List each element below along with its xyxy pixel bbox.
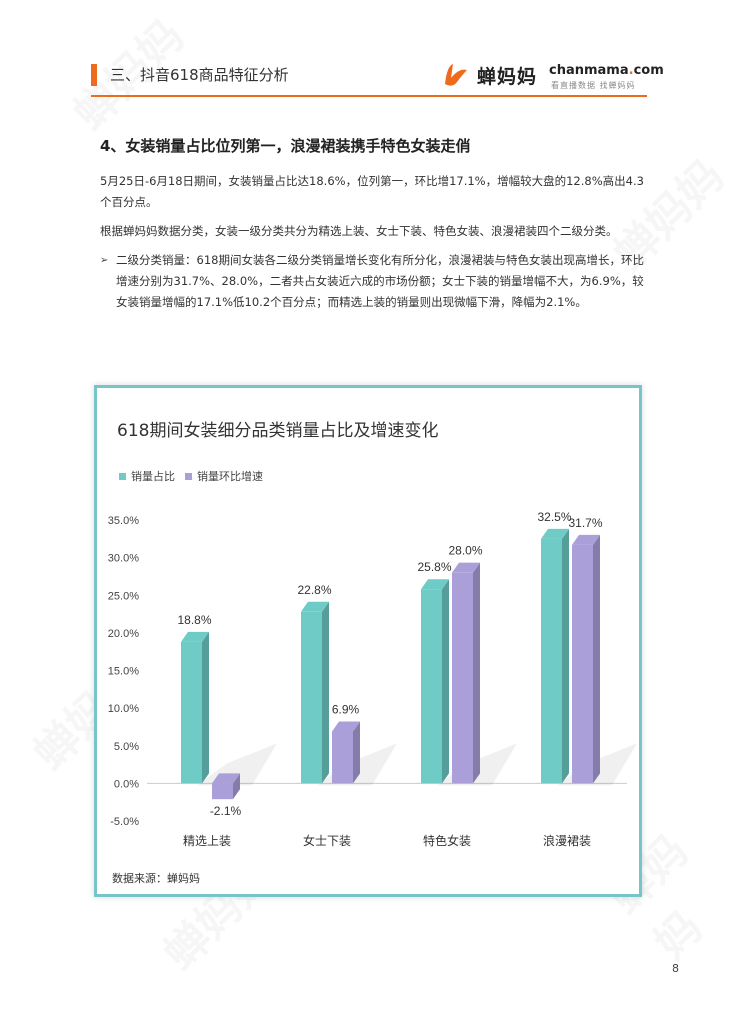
bar-top	[212, 773, 240, 784]
paragraph: 根据蝉妈妈数据分类，女装一级分类共分为精选上装、女士下装、特色女装、浪漫裙装四个…	[100, 224, 618, 238]
logo-domain: chanmama.com	[549, 63, 664, 78]
data-label: 25.8%	[417, 560, 451, 574]
bar-top	[421, 579, 449, 590]
bar-chart: 35.0% 30.0% 25.0% 20.0% 15.0% 10.0% 5.0% 0.0% -5…	[108, 510, 637, 848]
bar-top	[572, 534, 600, 545]
y-tick-label: 35.0%	[108, 515, 139, 527]
bar-side	[202, 631, 209, 784]
x-tick-label: 女士下装	[303, 833, 351, 848]
bullet-arrow-icon: ➢	[100, 255, 109, 266]
x-tick-label: 特色女装	[423, 833, 471, 848]
legend-swatch	[185, 472, 192, 480]
section-marker	[91, 64, 97, 86]
bar-top	[332, 721, 360, 732]
data-source: 数据来源：蝉妈妈	[112, 872, 200, 885]
page-header: 三、抖音618商品特征分析 蝉妈妈 chanmama.com 看直播数据 找蝉妈…	[0, 0, 737, 100]
chart-legend: 销量占比 销量环比增速	[119, 468, 263, 484]
bar-shadow	[197, 743, 277, 786]
header-divider	[91, 95, 647, 97]
bar-top	[301, 601, 329, 612]
bar-side	[593, 534, 600, 784]
y-tick-label: 10.0%	[108, 703, 139, 715]
paragraph: 5月25日-6月18日期间，女装销量占比达18.6%，位列第一，环比增17.1%…	[100, 174, 644, 209]
y-tick-label: 25.0%	[108, 590, 139, 602]
bar	[212, 783, 233, 800]
data-label: 6.9%	[332, 702, 360, 716]
bar-top	[452, 562, 480, 573]
bar-top	[541, 528, 569, 539]
bar	[452, 572, 473, 784]
bar-top	[181, 631, 209, 642]
logo-slogan: 看直播数据 找蝉妈妈	[551, 81, 636, 90]
bar	[572, 544, 593, 784]
y-tick-label: 30.0%	[108, 553, 139, 565]
page-number: 8	[672, 962, 679, 975]
bar-side	[353, 721, 360, 784]
chanmama-logo-icon	[445, 64, 467, 86]
legend-item: 销量占比	[119, 468, 175, 484]
legend-swatch	[119, 472, 126, 480]
bar-side	[562, 528, 569, 784]
bar	[332, 731, 353, 784]
bar	[541, 538, 562, 784]
data-label: 32.5%	[537, 510, 571, 524]
section-heading: 4、女装销量占比位列第一，浪漫裙装携手特色女装走俏	[100, 137, 471, 155]
y-tick-label: 15.0%	[108, 666, 139, 678]
bar-side	[233, 773, 240, 800]
x-tick-label: 浪漫裙装	[543, 833, 591, 848]
chart-title: 618期间女装细分品类销量占比及增速变化	[117, 421, 439, 441]
bar	[421, 589, 442, 784]
y-tick-label: -5.0%	[110, 816, 139, 828]
bar	[301, 611, 322, 784]
legend-item: 销量环比增速	[185, 468, 263, 484]
data-label: -2.1%	[210, 804, 242, 818]
chart-container: 618期间女装细分品类销量占比及增速变化 销量占比 销量环比增速 35.0% 30…	[94, 385, 642, 897]
data-label: 22.8%	[297, 583, 331, 597]
y-tick-label: 20.0%	[108, 628, 139, 640]
bar-side	[473, 562, 480, 784]
bar-side	[322, 601, 329, 784]
y-tick-label: 5.0%	[114, 741, 139, 753]
x-tick-label: 精选上装	[183, 834, 231, 848]
y-tick-label: 0.0%	[114, 778, 139, 790]
data-label: 31.7%	[568, 516, 602, 530]
logo-text: 蝉妈妈	[477, 66, 538, 88]
data-label: 18.8%	[177, 613, 211, 627]
article-body: 4、女装销量占比位列第一，浪漫裙装携手特色女装走俏 5月25日-6月18日期间，…	[100, 135, 645, 313]
bar-side	[442, 579, 449, 784]
bar	[181, 641, 202, 784]
section-title: 三、抖音618商品特征分析	[110, 66, 289, 84]
data-label: 28.0%	[448, 544, 482, 558]
bullet-item: ➢ 二级分类销量：618期间女装各二级分类销量增长变化有所分化，浪漫裙装与特色女装…	[100, 250, 645, 313]
